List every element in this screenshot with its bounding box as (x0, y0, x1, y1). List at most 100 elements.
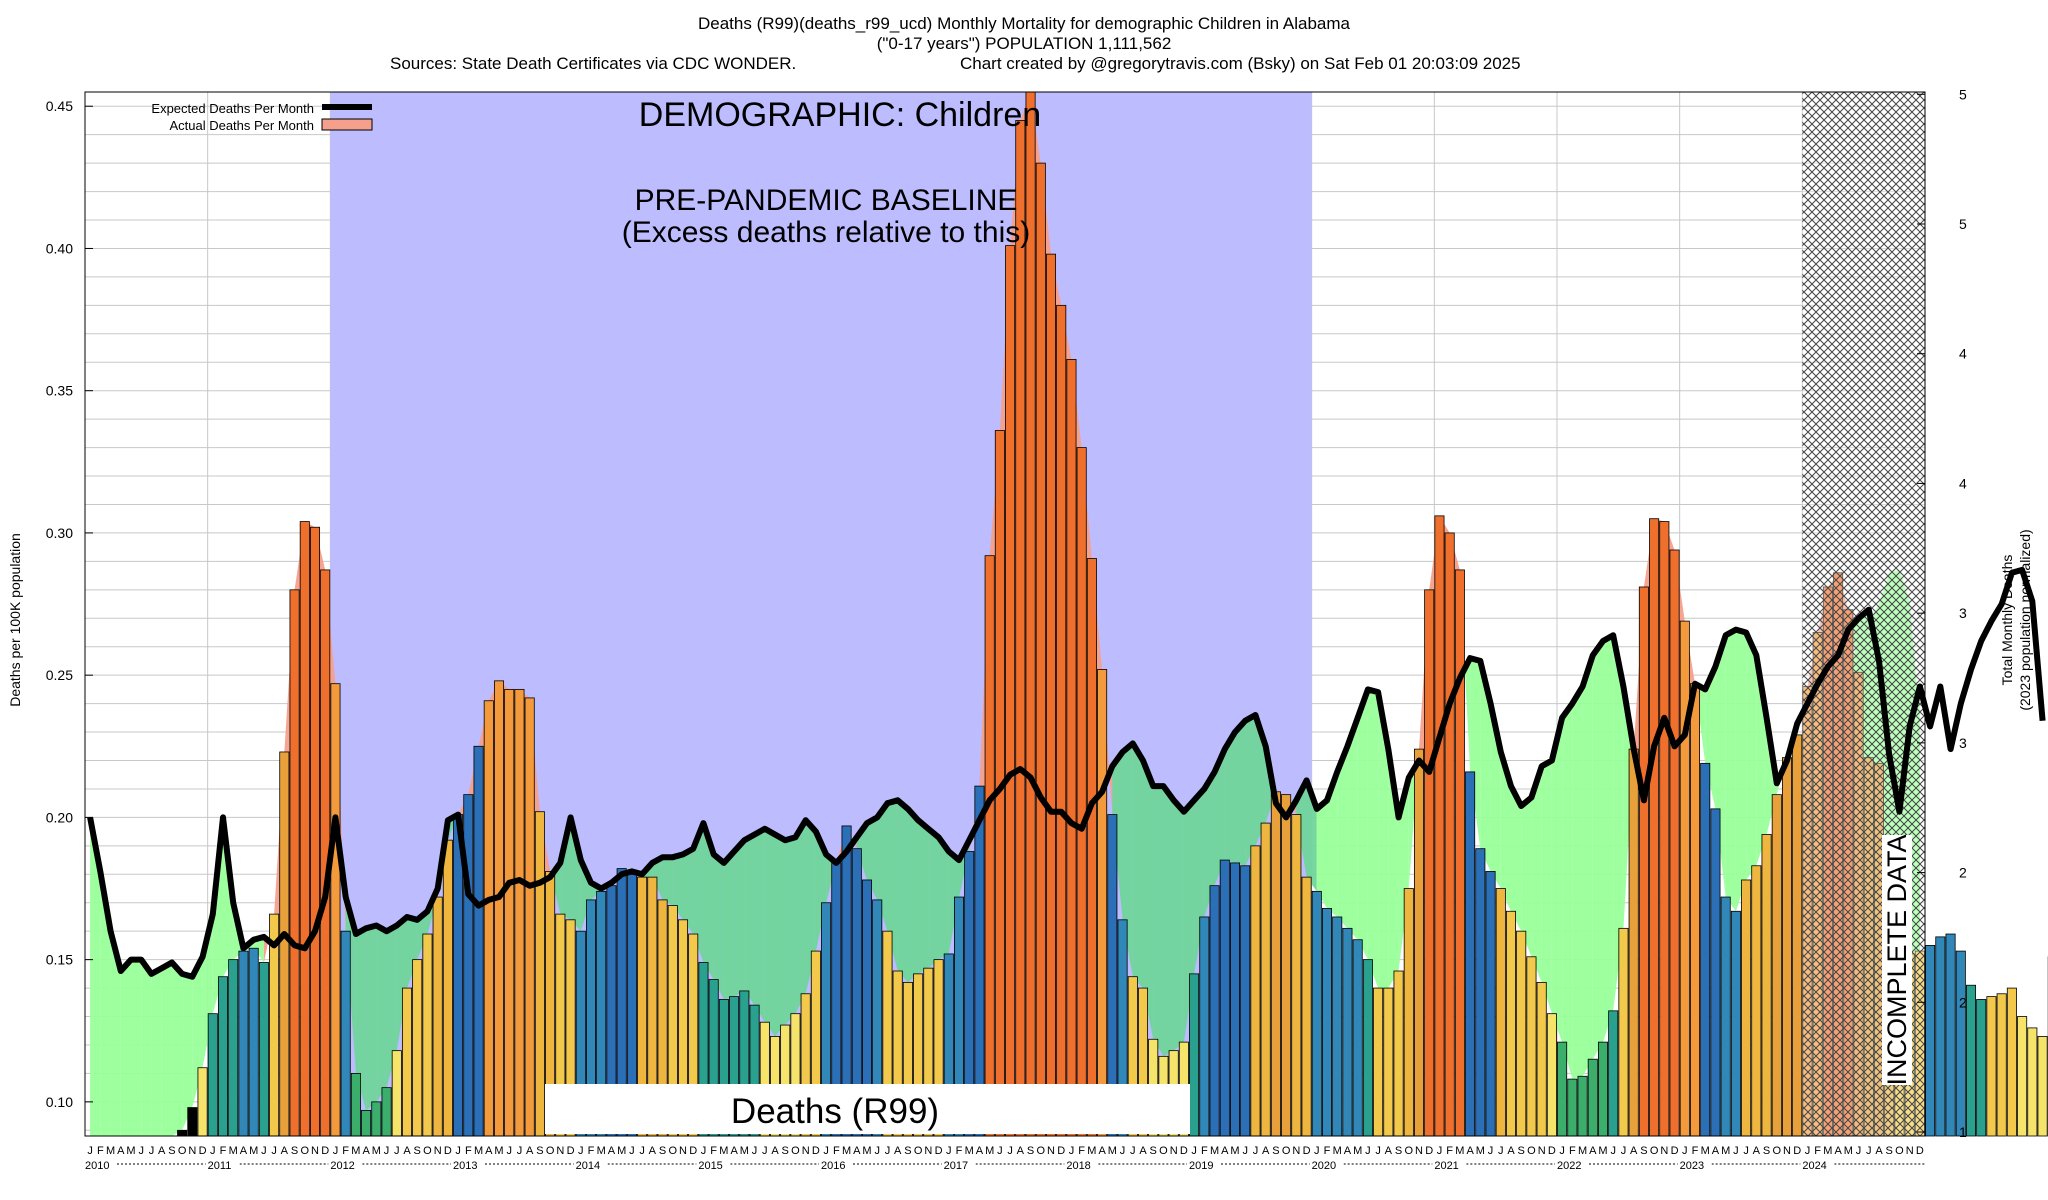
x-tick-label-month: A (1466, 1145, 1474, 1157)
x-tick-label-month: F (833, 1145, 840, 1157)
y-tick-label-left: 0.15 (46, 952, 73, 968)
y-axis-label-right: Total Monthly Deaths (1999, 555, 2015, 686)
x-tick-label-month: J (1733, 1145, 1739, 1157)
y-tick-label-left: 0.25 (46, 667, 73, 683)
area-fill-segment (754, 828, 765, 1023)
bar-actual (279, 751, 290, 1137)
x-tick-label-month: J (517, 1145, 523, 1157)
x-tick-label-year: 2023 (1680, 1160, 1704, 1172)
x-tick-label-month: M (474, 1145, 483, 1157)
x-tick-label-month: A (1875, 1145, 1883, 1157)
x-tick-label-month: A (1712, 1145, 1720, 1157)
bar-actual (1771, 794, 1782, 1137)
area-fill-segment (693, 823, 704, 963)
x-tick-label-month: M (1598, 1145, 1607, 1157)
x-tick-label-month: A (362, 1145, 370, 1157)
x-tick-label-month: A (1507, 1145, 1515, 1157)
x-tick-label-month: D (1057, 1145, 1065, 1157)
area-fill-segment (867, 817, 878, 900)
area-fill-segment (652, 857, 663, 900)
x-tick-label-month: N (1783, 1145, 1791, 1157)
area-fill-segment (253, 936, 264, 963)
bar-actual (238, 950, 249, 1137)
bar-actual (1495, 888, 1506, 1137)
x-tick-label-month: M (1721, 1145, 1730, 1157)
bar-actual (401, 987, 413, 1137)
area-fill-segment (1480, 660, 1491, 872)
x-tick-label-month: S (1640, 1145, 1647, 1157)
bar-actual (228, 959, 239, 1137)
x-tick-label-month: A (485, 1145, 493, 1157)
x-tick-label-month: J (1242, 1145, 1248, 1157)
bar-actual (1199, 916, 1210, 1137)
bar-actual (391, 1050, 402, 1137)
area-fill-segment (1122, 743, 1133, 977)
x-tick-label-month: S (291, 1145, 298, 1157)
x-tick-label-month: N (1415, 1145, 1423, 1157)
bar-actual (2037, 1036, 2048, 1137)
x-tick-label-month: O (1527, 1145, 1536, 1157)
x-tick-label-month: D (567, 1145, 575, 1157)
area-fill-segment (407, 916, 418, 989)
x-tick-label-month: F (465, 1145, 472, 1157)
x-tick-label-month: F (1446, 1145, 1453, 1157)
x-tick-label-month: J (1743, 1145, 1749, 1157)
x-tick-label-month: O (791, 1145, 800, 1157)
area-fill-segment (1132, 743, 1143, 989)
x-tick-label-month: F (1692, 1145, 1699, 1157)
area-fill-segment (897, 800, 908, 983)
bar-actual (1567, 1078, 1578, 1137)
x-tick-label-month: A (649, 1145, 657, 1157)
bar-actual (432, 896, 443, 1137)
x-tick-label-month: A (1262, 1145, 1270, 1157)
area-fill-segment (1398, 777, 1409, 972)
x-tick-label-month: J (1498, 1145, 1504, 1157)
x-tick-label-month: J (210, 1145, 216, 1157)
x-tick-label-month: N (1660, 1145, 1668, 1157)
area-fill-segment (560, 817, 571, 920)
bar-actual (1669, 549, 1680, 1137)
y-tick-label-right: 4 (1959, 475, 1967, 491)
area-fill-segment (928, 828, 939, 969)
x-tick-label-month: A (403, 1145, 411, 1157)
x-year-label-bg (1187, 1158, 1221, 1172)
x-tick-label-year: 2010 (85, 1160, 109, 1172)
x-tick-label-month: J (1007, 1145, 1013, 1157)
area-fill-segment (948, 851, 959, 954)
x-tick-label-year: 2016 (821, 1160, 845, 1172)
x-year-label-bg (1555, 1158, 1589, 1172)
x-tick-label-month: D (321, 1145, 329, 1157)
bar-actual (1189, 973, 1200, 1137)
annotation-baseline-line1: PRE-PANDEMIC BASELINE (635, 184, 1018, 217)
x-tick-label-month: A (976, 1145, 984, 1157)
bar-actual (1311, 890, 1322, 1137)
bar-actual (1383, 987, 1394, 1137)
area-fill-segment (161, 962, 172, 1136)
x-tick-label-month: A (1834, 1145, 1842, 1157)
annotation-metric-label: Deaths (R99) (731, 1092, 939, 1131)
x-tick-label-month: M (1844, 1145, 1853, 1157)
bar-actual (514, 688, 525, 1137)
bar-actual (1628, 748, 1639, 1137)
area-fill-segment (1367, 689, 1379, 989)
bar-actual (1035, 162, 1046, 1137)
area-fill-segment (1347, 717, 1358, 940)
x-tick-label-month: F (710, 1145, 717, 1157)
area-fill-segment (1378, 692, 1389, 989)
area-fill-segment (1562, 703, 1573, 1080)
x-tick-label-month: J (149, 1145, 155, 1157)
x-tick-label-month: N (679, 1145, 687, 1157)
x-tick-label-month: D (689, 1145, 697, 1157)
x-tick-label-month: A (771, 1145, 779, 1157)
chart-subtitle: ("0-17 years") POPULATION 1,111,562 (876, 34, 1172, 53)
x-tick-label-month: S (1150, 1145, 1157, 1157)
x-tick-label-month: S (1027, 1145, 1034, 1157)
x-tick-label-month: S (536, 1145, 543, 1157)
bar-actual (1679, 620, 1690, 1137)
y-tick-label-left: 0.10 (46, 1094, 73, 1110)
x-tick-label-year: 2020 (1312, 1160, 1336, 1172)
bar-actual (1291, 814, 1302, 1137)
x-tick-label-month: J (261, 1145, 267, 1157)
x-tick-label-month: A (1753, 1145, 1761, 1157)
x-tick-label-month: M (494, 1145, 503, 1157)
